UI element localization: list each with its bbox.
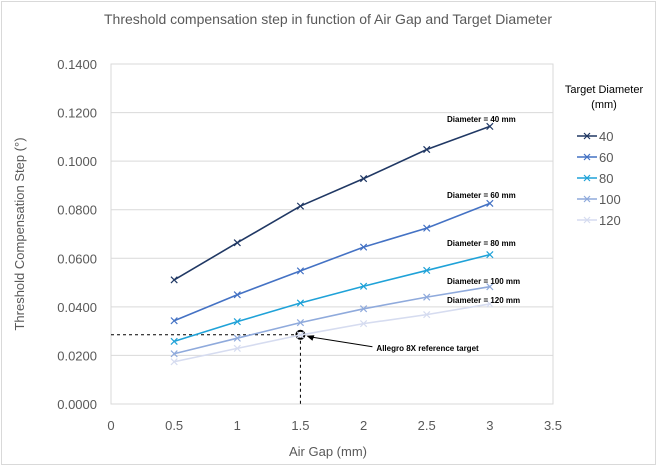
x-tick-label: 0.5 bbox=[165, 418, 183, 433]
legend-title-line-1: Target Diameter bbox=[565, 84, 644, 96]
data-point-40 bbox=[296, 202, 305, 210]
legend-marker-60 bbox=[583, 153, 591, 161]
y-tick-label: 0.1200 bbox=[57, 106, 97, 121]
data-point-100 bbox=[233, 334, 241, 342]
y-tick-label: 0.1000 bbox=[57, 154, 97, 169]
x-tick-label: 3.5 bbox=[544, 418, 562, 433]
y-tick-labels: 0.0000 0.0200 0.0400 0.0600 0.0800 0.1000 0.12… bbox=[57, 57, 97, 412]
y-tick-label: 0.0600 bbox=[57, 251, 97, 266]
legend-label-60: 60 bbox=[599, 150, 613, 165]
x-tick-labels: 0 0.5 1 1.5 2 2.5 3 3.5 bbox=[107, 418, 562, 433]
data-point-100 bbox=[359, 305, 368, 313]
legend: Target Diameter (mm) 40 60 80 100 120 bbox=[565, 84, 644, 228]
x-tick-label: 0 bbox=[107, 418, 114, 433]
data-point-60 bbox=[359, 243, 368, 251]
legend-marker-100 bbox=[583, 195, 591, 203]
series-line-60 bbox=[173, 202, 491, 322]
chart-title: Threshold compensation step in function … bbox=[104, 11, 552, 27]
series-line-120 bbox=[173, 303, 490, 363]
data-point-40 bbox=[359, 175, 368, 183]
legend-label-80: 80 bbox=[599, 171, 613, 186]
reference-arrow-line bbox=[309, 336, 373, 348]
series-line-80 bbox=[173, 253, 491, 343]
series-annotation: Diameter = 80 mm bbox=[447, 239, 516, 248]
data-point-100 bbox=[296, 319, 305, 327]
data-point-120 bbox=[359, 319, 368, 328]
data-point-120 bbox=[233, 344, 241, 353]
data-point-120 bbox=[486, 300, 494, 308]
data-point-40 bbox=[233, 239, 241, 247]
series-line-100 bbox=[173, 285, 490, 355]
x-tick-label: 3 bbox=[486, 418, 493, 433]
data-point-60 bbox=[486, 199, 494, 208]
data-point-100 bbox=[170, 350, 178, 358]
data-point-80 bbox=[233, 318, 241, 326]
series-annotation: Diameter = 60 mm bbox=[447, 191, 516, 200]
data-point-60 bbox=[296, 267, 305, 275]
series-annotation: Diameter = 40 mm bbox=[447, 115, 516, 124]
data-point-40 bbox=[423, 145, 431, 154]
data-point-40 bbox=[170, 276, 178, 284]
data-point-120 bbox=[170, 358, 178, 366]
data-point-120 bbox=[423, 311, 431, 319]
series-annotation: Diameter = 120 mm bbox=[447, 296, 520, 305]
series-line-40 bbox=[173, 125, 491, 281]
x-tick-label: 2.5 bbox=[418, 418, 436, 433]
data-point-100 bbox=[423, 293, 431, 301]
data-point-80 bbox=[296, 299, 305, 307]
y-tick-label: 0.0400 bbox=[57, 300, 97, 315]
series-layer bbox=[170, 122, 494, 366]
data-point-120 bbox=[296, 331, 305, 339]
data-point-80 bbox=[423, 266, 431, 275]
reference-label: Allegro 8X reference target bbox=[376, 344, 479, 353]
data-point-100 bbox=[486, 283, 494, 291]
data-point-80 bbox=[486, 251, 494, 259]
plot-area bbox=[110, 63, 554, 405]
legend-label-100: 100 bbox=[599, 192, 621, 207]
legend-marker-40 bbox=[583, 132, 591, 140]
y-tick-label: 0.0800 bbox=[57, 203, 97, 218]
data-point-60 bbox=[423, 224, 431, 232]
y-tick-label: 0.0200 bbox=[57, 348, 97, 363]
annotation-layer: Diameter = 40 mm Diameter = 60 mm Diameter… bbox=[447, 115, 520, 305]
y-axis-label: Threshold Compensation Step (°) bbox=[12, 137, 27, 330]
series-annotation: Diameter = 100 mm bbox=[447, 277, 520, 286]
data-point-80 bbox=[170, 337, 178, 345]
x-tick-label: 2 bbox=[360, 418, 367, 433]
y-tick-label: 0.1400 bbox=[57, 57, 97, 72]
x-tick-label: 1.5 bbox=[291, 418, 309, 433]
legend-title-line-2: (mm) bbox=[591, 99, 617, 111]
x-axis-label: Air Gap (mm) bbox=[289, 444, 367, 459]
legend-label-120: 120 bbox=[599, 213, 621, 228]
data-point-60 bbox=[233, 291, 241, 299]
reference-arrow-head bbox=[306, 335, 315, 341]
legend-marker-120 bbox=[583, 216, 591, 224]
legend-label-40: 40 bbox=[599, 129, 613, 144]
legend-marker-80 bbox=[583, 174, 591, 182]
data-point-60 bbox=[170, 317, 178, 325]
y-tick-label: 0.0000 bbox=[57, 397, 97, 412]
x-tick-label: 1 bbox=[234, 418, 241, 433]
data-point-80 bbox=[359, 282, 368, 290]
data-point-40 bbox=[486, 122, 494, 131]
